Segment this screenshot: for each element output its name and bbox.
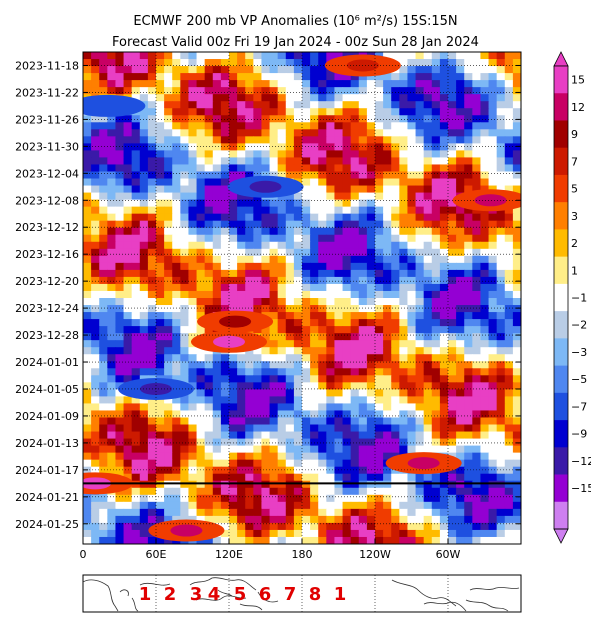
chart-subtitle: Forecast Valid 00z Fri 19 Jan 2024 - 00z… bbox=[112, 35, 479, 50]
colorbar-swatch bbox=[554, 447, 568, 475]
y-tick-label: 2023-12-20 bbox=[15, 275, 79, 288]
mjo-phase-label: 7 bbox=[284, 584, 297, 605]
mjo-phase-label: 4 bbox=[208, 584, 221, 605]
colorbar-swatch bbox=[554, 120, 568, 149]
colorbar-label: −9 bbox=[571, 428, 587, 441]
y-tick-label: 2024-01-25 bbox=[15, 518, 79, 531]
colorbar-label: −15 bbox=[571, 482, 591, 495]
x-tick-label: 120E bbox=[215, 548, 243, 561]
mjo-phase-label: 3 bbox=[190, 584, 203, 605]
x-tick-label: 0 bbox=[80, 548, 87, 561]
colorbar-swatch bbox=[554, 283, 568, 312]
colorbar-swatch bbox=[554, 202, 568, 230]
mjo-phase-label: 6 bbox=[259, 584, 272, 605]
colorbar-label: 12 bbox=[571, 101, 585, 114]
y-tick-label: 2023-11-26 bbox=[15, 113, 79, 126]
gridlines bbox=[83, 52, 521, 544]
mjo-phase-label: 2 bbox=[164, 584, 177, 605]
y-tick-label: 2024-01-09 bbox=[15, 410, 79, 423]
colorbar-label: 15 bbox=[571, 74, 585, 87]
colorbar-label: −7 bbox=[571, 400, 587, 413]
y-tick-label: 2023-11-18 bbox=[15, 59, 79, 72]
y-tick-label: 2023-12-24 bbox=[15, 302, 79, 315]
mjo-phase-label: 5 bbox=[234, 584, 247, 605]
y-tick-label: 2023-12-16 bbox=[15, 248, 79, 261]
colorbar-swatch bbox=[554, 338, 568, 366]
y-tick-label: 2023-12-08 bbox=[15, 194, 79, 207]
y-tick-label: 2023-12-04 bbox=[15, 167, 79, 180]
colorbar-label: −3 bbox=[571, 346, 587, 359]
anomaly-feature-core bbox=[474, 194, 507, 207]
colorbar-label: −2 bbox=[571, 319, 587, 332]
anomaly-feature-core bbox=[91, 99, 124, 112]
colorbar-swatch bbox=[554, 365, 568, 394]
colorbar-swatch bbox=[554, 501, 568, 530]
y-tick-label: 2024-01-21 bbox=[15, 491, 79, 504]
x-tick-label: 180 bbox=[292, 548, 313, 561]
y-tick-label: 2024-01-13 bbox=[15, 437, 79, 450]
colorbar-swatch bbox=[554, 256, 568, 285]
chart-title: ECMWF 200 mb VP Anomalies (10⁶ m²/s) 15S… bbox=[133, 14, 458, 29]
y-axis: 2023-11-18 2023-11-22 2023-11-26 2023-11-30… bbox=[15, 59, 521, 531]
mjo-phase-label: 8 bbox=[309, 584, 322, 605]
colorbar-label: −5 bbox=[571, 373, 587, 386]
y-tick-label: 2023-12-12 bbox=[15, 221, 79, 234]
y-tick-label: 2024-01-05 bbox=[15, 383, 79, 396]
y-tick-label: 2024-01-01 bbox=[15, 356, 79, 369]
x-tick-label: 60E bbox=[146, 548, 167, 561]
map-coastlines bbox=[82, 577, 520, 612]
x-tick-label: 60W bbox=[436, 548, 461, 561]
colorbar-swatch bbox=[554, 147, 568, 176]
anomaly-feature-core bbox=[249, 180, 282, 193]
colorbar-min-arrow bbox=[553, 528, 569, 544]
colorbar-label: 7 bbox=[571, 155, 578, 168]
plot-area bbox=[82, 51, 522, 545]
anomaly-feature-core bbox=[213, 335, 245, 348]
x-tick-label: 120W bbox=[359, 548, 391, 561]
colorbar-swatch bbox=[554, 93, 568, 121]
colorbar-label: 9 bbox=[571, 128, 578, 141]
colorbar-label: 5 bbox=[571, 183, 578, 196]
colorbar-label: −12 bbox=[571, 455, 591, 468]
y-tick-label: 2023-11-30 bbox=[15, 140, 79, 153]
map-gridlines bbox=[155, 575, 449, 612]
colorbar-max-arrow bbox=[553, 51, 569, 67]
y-tick-label: 2024-01-17 bbox=[15, 464, 79, 477]
colorbar-swatch bbox=[554, 66, 568, 94]
colorbar-swatch bbox=[554, 392, 568, 421]
colorbar-label: 1 bbox=[571, 264, 578, 277]
colorbar-swatch bbox=[554, 474, 568, 503]
y-tick-label: 2023-12-28 bbox=[15, 329, 79, 342]
colorbar-label: −1 bbox=[571, 292, 587, 305]
y-tick-label: 2023-11-22 bbox=[15, 86, 79, 99]
colorbar-swatch bbox=[554, 311, 568, 339]
anomaly-field bbox=[83, 52, 521, 544]
mjo-phase-label: 1 bbox=[334, 584, 347, 605]
colorbar-label: 3 bbox=[571, 210, 578, 223]
colorbar-label: 2 bbox=[571, 237, 578, 250]
colorbar: 15 12 9 7 5 3 2 1 −1 −2 −3 −5 −7 −9 −12 −15 bbox=[553, 51, 591, 544]
anomaly-feature-core bbox=[170, 524, 203, 537]
colorbar-swatch bbox=[554, 174, 568, 203]
anomaly-feature-core bbox=[407, 457, 440, 470]
anomaly-feature-core bbox=[219, 315, 252, 328]
colorbar-swatch bbox=[554, 229, 568, 257]
colorbar-swatch bbox=[554, 420, 568, 448]
x-axis: 0 60E 120E 180 120W 60W bbox=[80, 539, 461, 561]
mjo-phase-label: 1 bbox=[139, 584, 152, 605]
